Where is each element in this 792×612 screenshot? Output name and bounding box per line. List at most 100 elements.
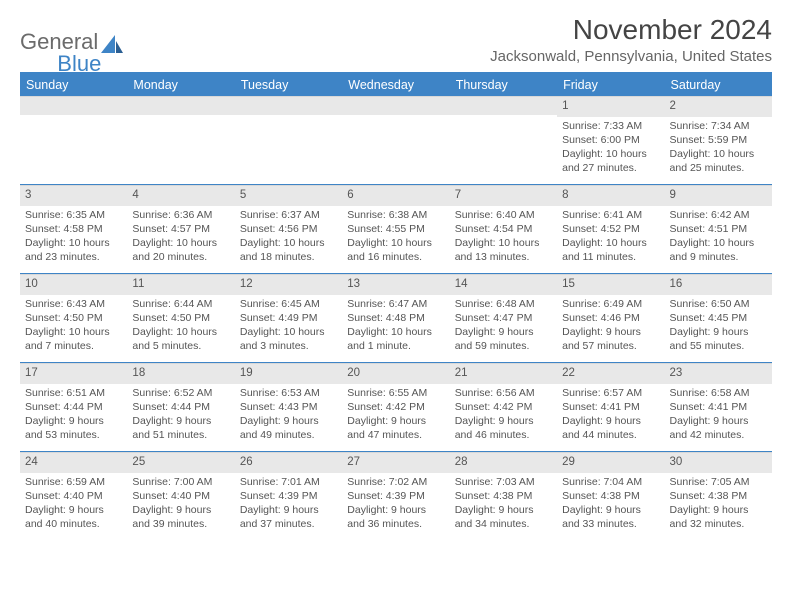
- sunset-line: Sunset: 4:41 PM: [670, 400, 767, 414]
- empty-cell: [127, 96, 234, 184]
- day-cell: 27Sunrise: 7:02 AMSunset: 4:39 PMDayligh…: [342, 452, 449, 540]
- day-body: Sunrise: 7:05 AMSunset: 4:38 PMDaylight:…: [665, 475, 772, 532]
- sail-icon: [101, 33, 123, 51]
- sunrise-line: Sunrise: 6:57 AM: [562, 386, 659, 400]
- day-cell: 23Sunrise: 6:58 AMSunset: 4:41 PMDayligh…: [665, 363, 772, 451]
- sunset-line: Sunset: 4:57 PM: [132, 222, 229, 236]
- day-cell: 21Sunrise: 6:56 AMSunset: 4:42 PMDayligh…: [450, 363, 557, 451]
- day-number: 10: [20, 274, 127, 295]
- sunset-line: Sunset: 4:42 PM: [455, 400, 552, 414]
- day-cell: 2Sunrise: 7:34 AMSunset: 5:59 PMDaylight…: [665, 96, 772, 184]
- daylight-line: Daylight: 9 hours and 34 minutes.: [455, 503, 552, 531]
- sunset-line: Sunset: 4:49 PM: [240, 311, 337, 325]
- weekday-header-tuesday: Tuesday: [235, 74, 342, 96]
- sunrise-line: Sunrise: 6:47 AM: [347, 297, 444, 311]
- daylight-line: Daylight: 10 hours and 18 minutes.: [240, 236, 337, 264]
- weekday-header-friday: Friday: [557, 74, 664, 96]
- day-cell: 13Sunrise: 6:47 AMSunset: 4:48 PMDayligh…: [342, 274, 449, 362]
- day-body: Sunrise: 7:33 AMSunset: 6:00 PMDaylight:…: [557, 119, 664, 176]
- brand-part2: Blue: [57, 51, 101, 77]
- day-cell: 16Sunrise: 6:50 AMSunset: 4:45 PMDayligh…: [665, 274, 772, 362]
- day-number: 23: [665, 363, 772, 384]
- sunset-line: Sunset: 6:00 PM: [562, 133, 659, 147]
- sunrise-line: Sunrise: 7:02 AM: [347, 475, 444, 489]
- day-number: 30: [665, 452, 772, 473]
- sunrise-line: Sunrise: 6:56 AM: [455, 386, 552, 400]
- day-number: 28: [450, 452, 557, 473]
- day-number: 1: [557, 96, 664, 117]
- sunrise-line: Sunrise: 7:00 AM: [132, 475, 229, 489]
- day-cell: 24Sunrise: 6:59 AMSunset: 4:40 PMDayligh…: [20, 452, 127, 540]
- day-number: 12: [235, 274, 342, 295]
- empty-daynum: [450, 96, 557, 115]
- day-cell: 10Sunrise: 6:43 AMSunset: 4:50 PMDayligh…: [20, 274, 127, 362]
- day-number: 5: [235, 185, 342, 206]
- day-number: 3: [20, 185, 127, 206]
- sunset-line: Sunset: 4:52 PM: [562, 222, 659, 236]
- day-cell: 12Sunrise: 6:45 AMSunset: 4:49 PMDayligh…: [235, 274, 342, 362]
- sunrise-line: Sunrise: 7:01 AM: [240, 475, 337, 489]
- sunrise-line: Sunrise: 6:50 AM: [670, 297, 767, 311]
- daylight-line: Daylight: 9 hours and 49 minutes.: [240, 414, 337, 442]
- sunset-line: Sunset: 4:51 PM: [670, 222, 767, 236]
- day-number: 7: [450, 185, 557, 206]
- day-body: Sunrise: 6:47 AMSunset: 4:48 PMDaylight:…: [342, 297, 449, 354]
- day-body: Sunrise: 7:00 AMSunset: 4:40 PMDaylight:…: [127, 475, 234, 532]
- sunset-line: Sunset: 4:54 PM: [455, 222, 552, 236]
- day-cell: 9Sunrise: 6:42 AMSunset: 4:51 PMDaylight…: [665, 185, 772, 273]
- daylight-line: Daylight: 10 hours and 7 minutes.: [25, 325, 122, 353]
- weekday-header-thursday: Thursday: [450, 74, 557, 96]
- weeks-container: 1Sunrise: 7:33 AMSunset: 6:00 PMDaylight…: [20, 96, 772, 540]
- day-number: 14: [450, 274, 557, 295]
- week-row: 24Sunrise: 6:59 AMSunset: 4:40 PMDayligh…: [20, 452, 772, 540]
- day-number: 16: [665, 274, 772, 295]
- day-body: Sunrise: 6:50 AMSunset: 4:45 PMDaylight:…: [665, 297, 772, 354]
- weekday-header-row: SundayMondayTuesdayWednesdayThursdayFrid…: [20, 74, 772, 96]
- sunrise-line: Sunrise: 6:48 AM: [455, 297, 552, 311]
- sunset-line: Sunset: 4:55 PM: [347, 222, 444, 236]
- calendar-grid: SundayMondayTuesdayWednesdayThursdayFrid…: [20, 72, 772, 540]
- day-cell: 15Sunrise: 6:49 AMSunset: 4:46 PMDayligh…: [557, 274, 664, 362]
- day-number: 15: [557, 274, 664, 295]
- sunrise-line: Sunrise: 6:51 AM: [25, 386, 122, 400]
- daylight-line: Daylight: 10 hours and 13 minutes.: [455, 236, 552, 264]
- daylight-line: Daylight: 9 hours and 57 minutes.: [562, 325, 659, 353]
- empty-daynum: [20, 96, 127, 115]
- day-number: 27: [342, 452, 449, 473]
- empty-daynum: [127, 96, 234, 115]
- daylight-line: Daylight: 10 hours and 16 minutes.: [347, 236, 444, 264]
- sunset-line: Sunset: 4:50 PM: [132, 311, 229, 325]
- day-body: Sunrise: 6:51 AMSunset: 4:44 PMDaylight:…: [20, 386, 127, 443]
- day-body: Sunrise: 6:48 AMSunset: 4:47 PMDaylight:…: [450, 297, 557, 354]
- daylight-line: Daylight: 9 hours and 59 minutes.: [455, 325, 552, 353]
- day-number: 18: [127, 363, 234, 384]
- day-cell: 4Sunrise: 6:36 AMSunset: 4:57 PMDaylight…: [127, 185, 234, 273]
- daylight-line: Daylight: 9 hours and 53 minutes.: [25, 414, 122, 442]
- day-body: Sunrise: 6:42 AMSunset: 4:51 PMDaylight:…: [665, 208, 772, 265]
- sunset-line: Sunset: 4:41 PM: [562, 400, 659, 414]
- sunrise-line: Sunrise: 6:40 AM: [455, 208, 552, 222]
- sunrise-line: Sunrise: 7:33 AM: [562, 119, 659, 133]
- sunset-line: Sunset: 4:48 PM: [347, 311, 444, 325]
- day-number: 26: [235, 452, 342, 473]
- day-body: Sunrise: 6:57 AMSunset: 4:41 PMDaylight:…: [557, 386, 664, 443]
- day-body: Sunrise: 7:34 AMSunset: 5:59 PMDaylight:…: [665, 119, 772, 176]
- sunset-line: Sunset: 4:47 PM: [455, 311, 552, 325]
- empty-cell: [450, 96, 557, 184]
- day-cell: 3Sunrise: 6:35 AMSunset: 4:58 PMDaylight…: [20, 185, 127, 273]
- sunset-line: Sunset: 4:42 PM: [347, 400, 444, 414]
- sunset-line: Sunset: 4:38 PM: [455, 489, 552, 503]
- day-cell: 25Sunrise: 7:00 AMSunset: 4:40 PMDayligh…: [127, 452, 234, 540]
- day-cell: 5Sunrise: 6:37 AMSunset: 4:56 PMDaylight…: [235, 185, 342, 273]
- sunrise-line: Sunrise: 6:36 AM: [132, 208, 229, 222]
- day-body: Sunrise: 6:53 AMSunset: 4:43 PMDaylight:…: [235, 386, 342, 443]
- day-number: 17: [20, 363, 127, 384]
- sunset-line: Sunset: 4:38 PM: [562, 489, 659, 503]
- sunrise-line: Sunrise: 6:55 AM: [347, 386, 444, 400]
- daylight-line: Daylight: 10 hours and 11 minutes.: [562, 236, 659, 264]
- day-number: 2: [665, 96, 772, 117]
- day-body: Sunrise: 7:02 AMSunset: 4:39 PMDaylight:…: [342, 475, 449, 532]
- day-body: Sunrise: 6:35 AMSunset: 4:58 PMDaylight:…: [20, 208, 127, 265]
- day-number: 19: [235, 363, 342, 384]
- day-number: 13: [342, 274, 449, 295]
